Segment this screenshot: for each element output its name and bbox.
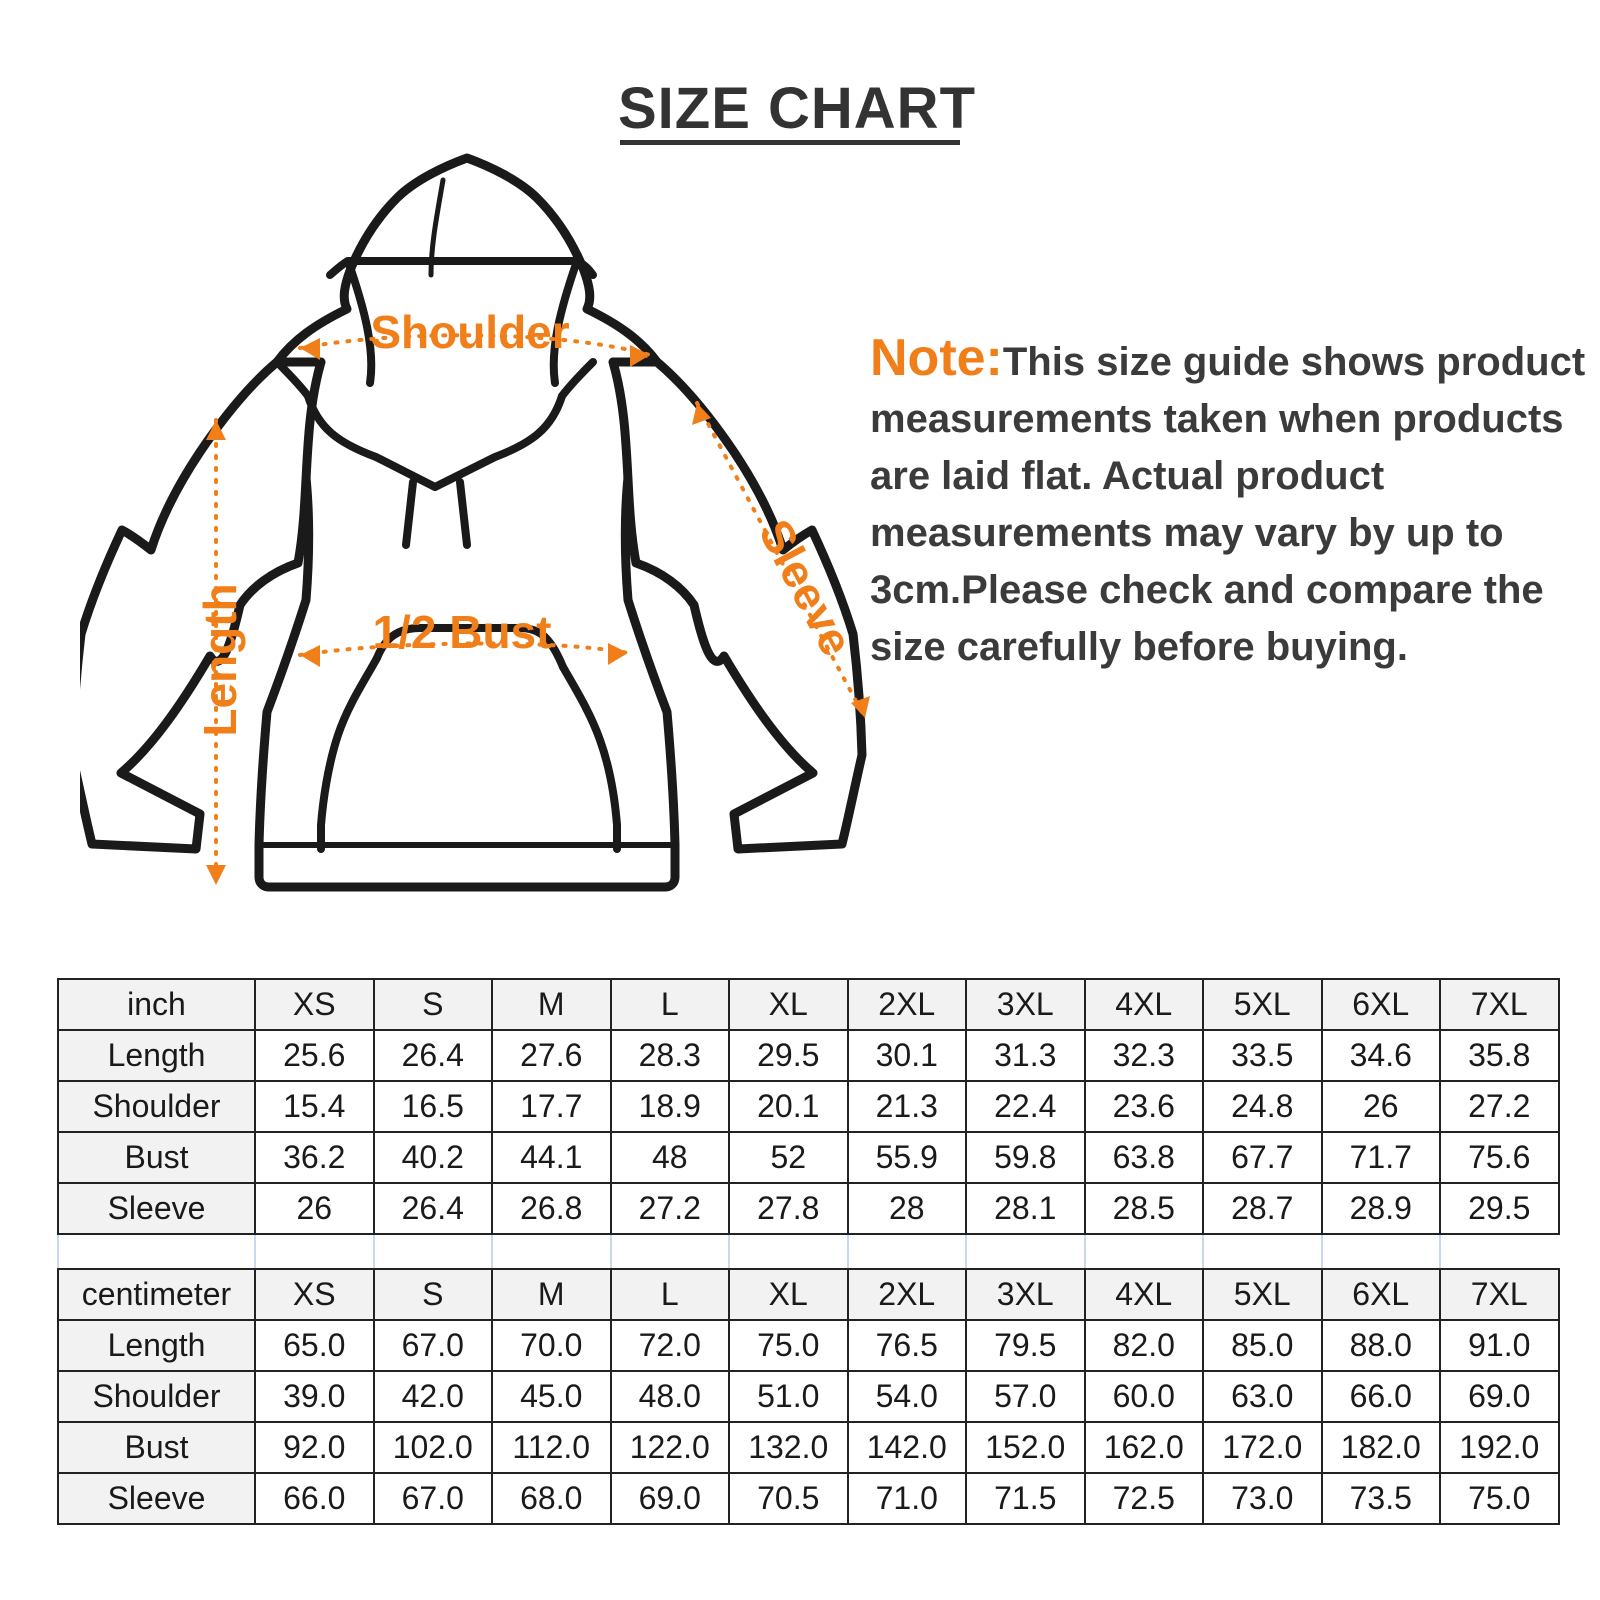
svg-text:1/2 Bust: 1/2 Bust — [373, 606, 552, 658]
svg-text:Shoulder: Shoulder — [370, 306, 569, 358]
svg-text:Sleeve: Sleeve — [749, 511, 863, 664]
svg-text:Length: Length — [194, 583, 246, 736]
